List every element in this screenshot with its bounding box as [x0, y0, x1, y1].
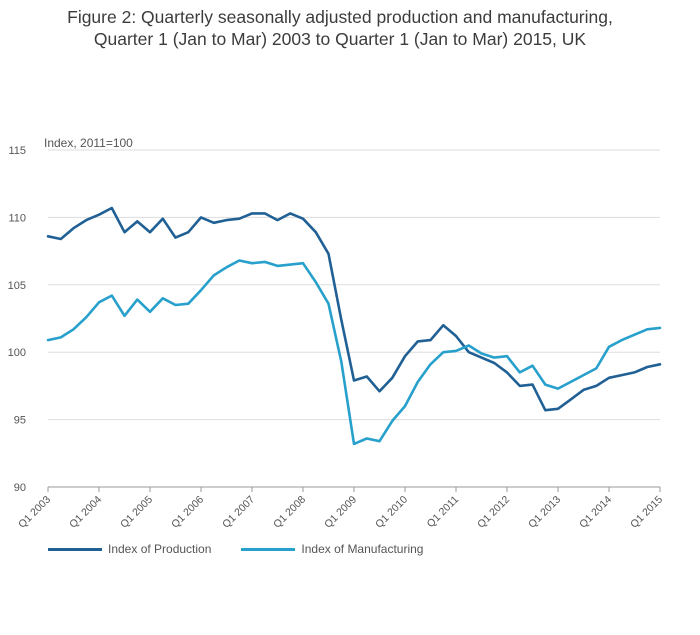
legend-item-production[interactable]: Index of Production [48, 542, 211, 556]
legend-label-production: Index of Production [108, 542, 212, 556]
x-tick-label-0: Q1 2003 [16, 494, 53, 531]
y-tick-label-95: 95 [14, 415, 26, 427]
y-tick-label-100: 100 [8, 347, 26, 359]
series-lines [46, 206, 662, 446]
production-line [46, 206, 662, 412]
chart-title-line2: Quarter 1 (Jan to Mar) 2003 to Quarter 1… [93, 29, 587, 49]
x-tick-label-5: Q1 2008 [271, 494, 308, 531]
x-tick-label-12: Q1 2015 [628, 494, 665, 531]
legend-swatch-production [48, 547, 102, 551]
x-tick-label-11: Q1 2014 [577, 494, 614, 531]
legend: Index of Production Index of Manufacturi… [48, 542, 423, 556]
x-tick-label-4: Q1 2007 [220, 494, 257, 531]
x-tick-label-1: Q1 2004 [67, 494, 104, 531]
x-tick-label-8: Q1 2011 [425, 494, 462, 531]
legend-item-manufacturing[interactable]: Index of Manufacturing [241, 542, 423, 556]
legend-swatch-manufacturing [241, 547, 296, 551]
y-tick-label-115: 115 [8, 145, 26, 157]
x-tick-label-3: Q1 2006 [169, 494, 206, 531]
y-tick-label-110: 110 [8, 212, 26, 224]
gridlines [48, 149, 660, 421]
y-tick-label-105: 105 [8, 280, 26, 292]
x-tick-label-6: Q1 2009 [322, 494, 359, 531]
x-tick-label-2: Q1 2005 [118, 494, 155, 531]
x-tick-label-10: Q1 2013 [526, 494, 563, 531]
x-tick-label-9: Q1 2012 [475, 494, 512, 531]
y-tick-label-90: 90 [14, 482, 26, 494]
x-tick-label-7: Q1 2010 [373, 494, 410, 531]
y-axis-unit-label: Index, 2011=100 [44, 136, 133, 150]
legend-label-manufacturing: Index of Manufacturing [301, 542, 424, 556]
manufacturing-line [46, 259, 662, 446]
chart-title-line1: Figure 2: Quarterly seasonally adjusted … [67, 7, 613, 27]
chart-title: Figure 2: Quarterly seasonally adjusted … [0, 6, 680, 50]
